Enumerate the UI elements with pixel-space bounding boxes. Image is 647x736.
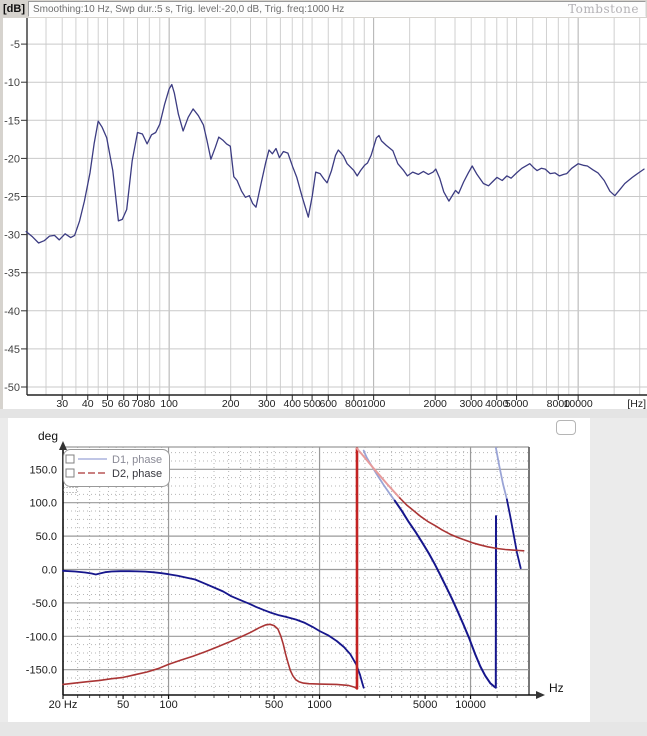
phase-x-tick-label: 100 — [159, 699, 177, 711]
top-x-tick-label: 5000 — [505, 398, 529, 409]
top-x-tick-label: 100 — [160, 398, 178, 409]
phase-x-unit-label: Hz — [549, 681, 564, 695]
phase-y-tick-label: 150.0 — [29, 464, 57, 476]
phase-y-tick-label: 0.0 — [42, 565, 57, 577]
top-y-tick-label: -20 — [4, 153, 20, 165]
legend-marker-icon — [65, 454, 75, 464]
measurement-settings: Smoothing:10 Hz, Swp dur.:5 s, Trig. lev… — [33, 3, 345, 15]
top-x-tick-label: 500 — [303, 398, 321, 409]
top-x-tick-label: 800 — [345, 398, 363, 409]
panel-button[interactable] — [556, 420, 576, 435]
watermark-text: Tombstone — [568, 2, 639, 16]
legend-handle-icon — [63, 487, 77, 493]
phase-x-tick-label: 20 Hz — [49, 699, 78, 711]
top-x-tick-label: 3000 — [460, 398, 484, 409]
top-x-tick-label: 600 — [320, 398, 338, 409]
bottom-grid — [63, 446, 530, 698]
top-y-tick-label: -25 — [4, 192, 20, 204]
top-x-tick-label: 4000 — [485, 398, 509, 409]
spl-trace — [25, 83, 645, 244]
top-x-tick-label: 10000 — [564, 398, 593, 409]
panel-left-edge — [0, 18, 3, 409]
phase-y-tick-label: -100.0 — [26, 631, 57, 643]
top-x-tick-label: 200 — [222, 398, 240, 409]
top-x-tick-label: 30 — [56, 398, 68, 409]
top-x-tick-label: 60 — [118, 398, 130, 409]
legend-marker-icon — [65, 468, 75, 478]
d1-phase-trace — [62, 446, 522, 689]
legend-label: D2, phase — [112, 468, 162, 480]
top-y-tick-label: -50 — [4, 382, 20, 394]
d2-phase-trace — [62, 447, 525, 690]
phase-y-tick-label: 100.0 — [29, 498, 57, 510]
page-bottom-strip — [0, 722, 647, 736]
phase-x-tick-label: 1000 — [307, 699, 331, 711]
phase-chart: 150.0 100.0 50.0 0.0 -50.0 -100.0 -150.0 20 Hz 5… — [26, 429, 564, 711]
top-grid — [27, 18, 647, 395]
y-axis-arrow-icon — [59, 441, 67, 450]
top-y-tick-label: -35 — [4, 268, 20, 280]
top-x-tick-label: 2000 — [424, 398, 448, 409]
settings-field: Smoothing:10 Hz, Swp dur.:5 s, Trig. lev… — [28, 1, 646, 17]
chart-header: [dB] Smoothing:10 Hz, Swp dur.:5 s, Trig… — [0, 0, 647, 18]
top-x-tick-label: 1000 — [362, 398, 386, 409]
top-y-tick-label: -10 — [4, 77, 20, 89]
top-x-tick-label: 50 — [102, 398, 114, 409]
top-x-tick-label: 70 — [132, 398, 144, 409]
phase-y-tick-label: -50.0 — [32, 598, 57, 610]
phase-x-tick-label: 50 — [117, 699, 129, 711]
top-x-tick-label: 400 — [283, 398, 301, 409]
phase-legend: D1, phase D2, phase — [63, 449, 170, 493]
phase-chart-panel: 150.0 100.0 50.0 0.0 -50.0 -100.0 -150.0 20 Hz 5… — [8, 418, 590, 722]
top-y-tick-label: -40 — [4, 306, 20, 318]
top-y-tick-label: -30 — [4, 230, 20, 242]
top-x-tick-label: 80 — [143, 398, 155, 409]
top-x-tick-label: 8000 — [547, 398, 571, 409]
top-x-tick-label: 300 — [258, 398, 276, 409]
phase-y-unit-label: deg — [38, 429, 58, 443]
top-x-tick-label: 40 — [82, 398, 94, 409]
top-y-tick-label: -45 — [4, 344, 20, 356]
phase-y-tick-label: 50.0 — [36, 531, 57, 543]
phase-y-tick-label: -150.0 — [26, 665, 57, 677]
phase-x-tick-label: 500 — [265, 699, 283, 711]
top-y-tick-label: -5 — [10, 39, 20, 51]
spl-chart-panel: [dB] Smoothing:10 Hz, Swp dur.:5 s, Trig… — [0, 0, 647, 409]
unit-label: [dB] — [3, 3, 25, 15]
top-y-tick-label: -15 — [4, 115, 20, 127]
top-x-unit-label: [Hz] — [627, 398, 646, 409]
x-axis-arrow-icon — [536, 691, 545, 699]
phase-x-tick-label: 5000 — [413, 699, 437, 711]
legend-label: D1, phase — [112, 454, 162, 466]
phase-x-tick-label: 10000 — [455, 699, 486, 711]
divider-strip — [0, 409, 647, 418]
